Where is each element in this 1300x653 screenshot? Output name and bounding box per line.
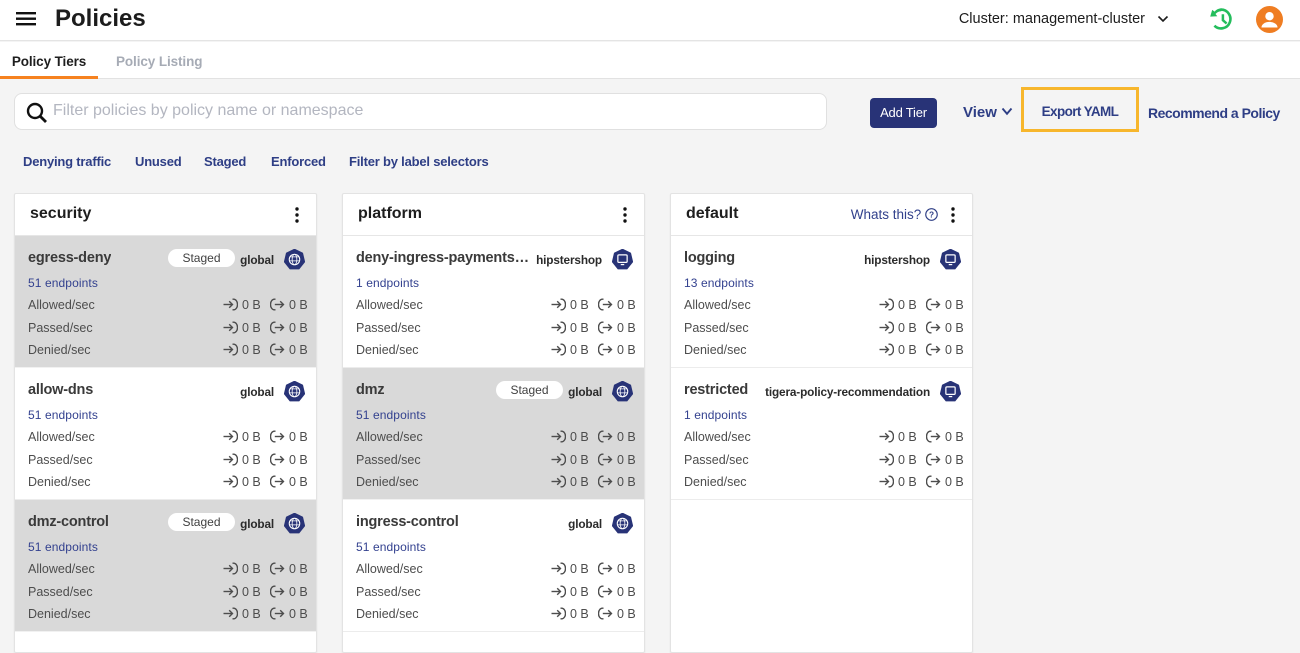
svg-text:?: ? <box>929 209 934 219</box>
